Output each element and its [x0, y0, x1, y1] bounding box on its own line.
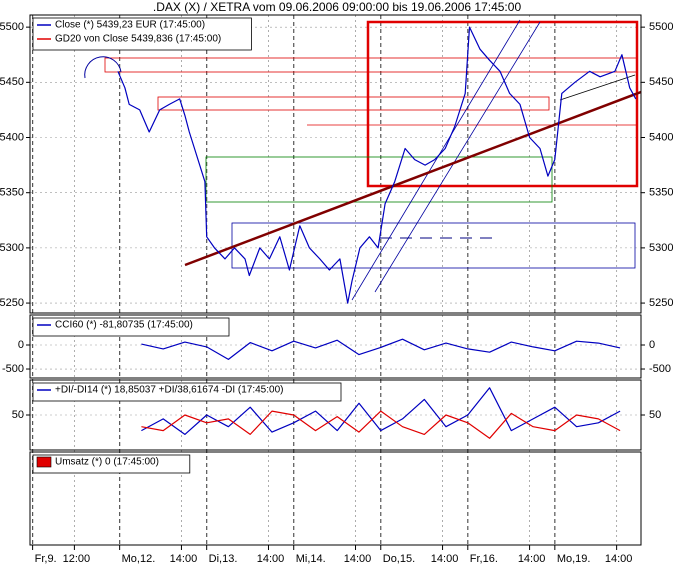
x-tick-label: 14:00 [170, 553, 198, 565]
frames: Fr,9. 12:00 Mo,12. 14:00 Di,13. 14:00 Mi,14. 14… [0, 14, 673, 565]
legend: +DI/-DI14 (*) 18,85037 +DI/38,61674 -DI … [32, 382, 342, 402]
legend-label: CCI60 (*) -81,80735 (17:45:00) [55, 320, 193, 331]
y-tick-label: 5450 [0, 76, 24, 88]
y-tick-label: 0 [649, 339, 655, 351]
x-tick-label: 14:00 [518, 553, 546, 565]
panel-frame [29, 314, 642, 379]
highlight-box [366, 20, 639, 188]
chart-title: .DAX (X) / XETRA vom 09.06.2006 09:00:00… [153, 0, 522, 14]
zone-box [231, 222, 636, 269]
legend-label: Umsatz (*) 0 (17:45:00) [55, 457, 159, 468]
legend-label: Close (*) 5439,23 EUR (17:45:00) [55, 20, 205, 31]
legend-label: +DI/-DI14 (*) 18,85037 +DI/38,61674 -DI … [55, 385, 283, 396]
y-tick-label: 0 [18, 339, 24, 351]
x-tick-label: 14:00 [257, 553, 285, 565]
trend-line [184, 90, 642, 267]
legend-box [32, 317, 230, 337]
legend: Umsatz (*) 0 (17:45:00) [32, 454, 191, 474]
arc [84, 56, 122, 79]
y-tick-label: -500 [649, 363, 671, 375]
legend-label: GD20 von Close 5439,836 (17:45:00) [55, 34, 221, 45]
series-line [117, 26, 637, 304]
y-tick-label: 5500 [649, 21, 673, 33]
y-tick-label: 5350 [649, 187, 673, 199]
x-tick-label: Di,13. [209, 553, 238, 565]
y-tick-label: -500 [2, 363, 24, 375]
y-tick-label: 5400 [649, 131, 673, 143]
legend: CCI60 (*) -81,80735 (17:45:00) [32, 317, 230, 337]
x-tick-label: 14:00 [605, 553, 633, 565]
series-line [141, 387, 621, 435]
series-line [141, 410, 621, 439]
panel-frame [29, 451, 642, 546]
legend: Close (*) 5439,23 EUR (17:45:00) GD20 von… [32, 17, 252, 51]
x-tick-label: 12:00 [63, 553, 91, 565]
x-tick-label: Mo,19. [557, 553, 591, 565]
legend-box [32, 454, 191, 474]
series-line [141, 338, 621, 360]
y-tick-label: 5300 [0, 242, 24, 254]
y-tick-label: 5350 [0, 187, 24, 199]
y-tick-label: 5300 [649, 242, 673, 254]
y-tick-label: 5450 [649, 76, 673, 88]
y-tick-label: 50 [649, 409, 661, 421]
x-tick-label: 14:00 [344, 553, 372, 565]
y-tick-label: 5400 [0, 131, 24, 143]
x-tick-label: 14:00 [431, 553, 459, 565]
y-tick-label: 5250 [0, 297, 24, 309]
annotations [84, 19, 642, 301]
x-tick-label: Mi,14. [296, 553, 326, 565]
legend-box [32, 382, 342, 402]
trend-line [374, 21, 541, 293]
zone-box [157, 96, 550, 111]
trend-line [559, 74, 636, 101]
legend-swatch [36, 456, 52, 468]
legend-box [32, 17, 252, 51]
x-tick-label: Do,15. [383, 553, 415, 565]
panel-frame [29, 379, 642, 451]
y-tick-label: 50 [12, 409, 24, 421]
plots [117, 26, 637, 439]
y-tick-label: 5500 [0, 21, 24, 33]
y-tick-label: 5250 [649, 297, 673, 309]
trend-line [351, 19, 521, 301]
zone-box [205, 156, 553, 203]
panel-frame [29, 14, 642, 314]
x-tick-label: Mo,12. [122, 553, 156, 565]
zone-box [104, 57, 638, 73]
x-tick-label: Fr,9. [35, 553, 57, 565]
x-tick-label: Fr,16. [470, 553, 498, 565]
